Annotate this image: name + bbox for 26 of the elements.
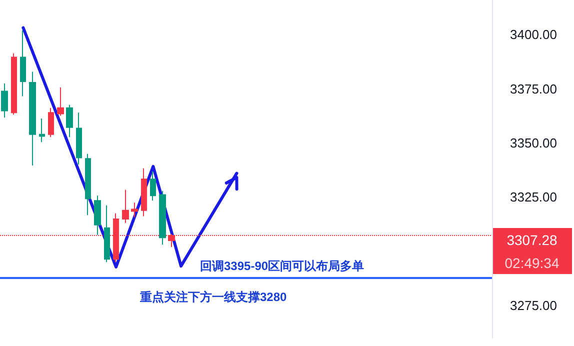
y-tick-label: 3325.00 <box>510 190 557 205</box>
candlestick <box>11 52 17 116</box>
candlestick <box>122 189 129 224</box>
y-tick-label: 3400.00 <box>510 27 557 42</box>
y-tick-label: 3375.00 <box>510 81 557 96</box>
candlestick <box>150 170 156 202</box>
text: 02:49:34 <box>504 255 560 271</box>
candlestick <box>57 86 64 116</box>
candlestick <box>1 82 8 118</box>
candlestick <box>104 204 110 263</box>
candlestick <box>48 107 54 138</box>
ref-line-label: 3307.28 <box>506 232 558 248</box>
candlestick <box>159 190 166 246</box>
candlestick <box>94 195 101 236</box>
candlestick <box>131 202 138 218</box>
candlestick <box>39 118 45 143</box>
candlestick <box>141 168 147 217</box>
annotation: 重点关注下方一线支撑3280 <box>139 290 288 304</box>
candlestick <box>20 30 26 97</box>
candlestick <box>76 112 82 165</box>
candlestick <box>85 153 91 216</box>
candlestick <box>66 104 73 138</box>
y-tick-label: 3350.00 <box>510 136 557 150</box>
y-tick-label: 3275.00 <box>510 298 557 313</box>
annotation: 回调3395-90区间可以布局多单 <box>200 259 364 273</box>
candlestick <box>29 71 36 166</box>
